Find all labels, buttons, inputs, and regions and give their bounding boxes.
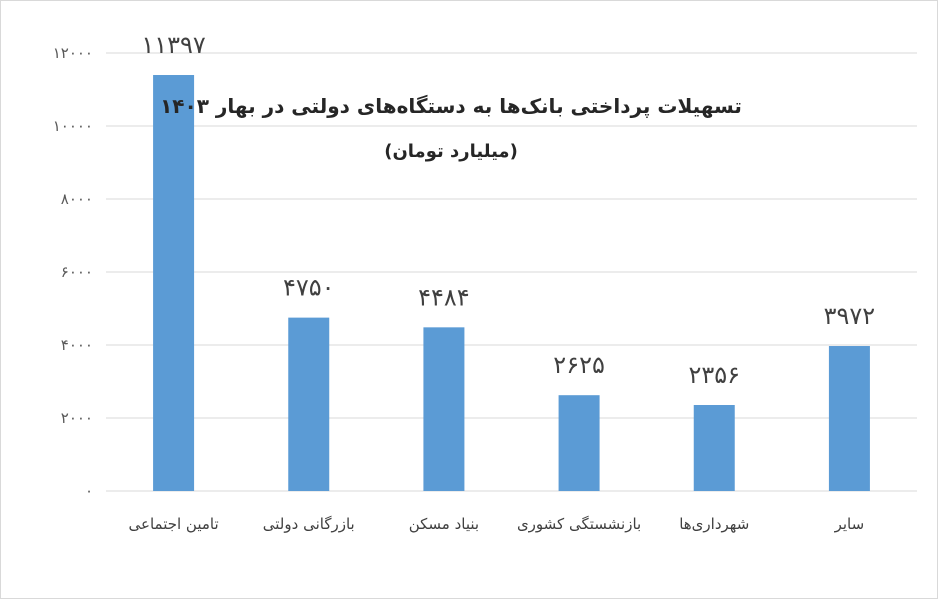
- category-label: بازرگانی دولتی: [263, 515, 355, 533]
- bar: [288, 317, 330, 491]
- category-label: بنیاد مسکن: [409, 515, 479, 533]
- bar-value-label: ۲۳۵۶: [688, 361, 740, 389]
- y-tick-label: ۱۲۰۰۰: [53, 44, 93, 62]
- chart-title: تسهیلات پرداختی بانک‌ها به دستگاه‌های دو…: [160, 94, 742, 119]
- y-tick-label: ۴۰۰۰: [61, 336, 93, 354]
- bar-value-label: ۳۹۷۲: [824, 302, 876, 330]
- category-label: شهرداری‌ها: [679, 515, 749, 533]
- bar: [558, 395, 600, 491]
- data-labels: ۱۱۳۹۷ ۴۷۵۰ ۴۴۸۴ ۲۶۲۵ ۲۳۵۶ ۳۹۷۲: [141, 31, 876, 389]
- y-tick-label: ۶۰۰۰: [61, 263, 93, 281]
- y-tick-label: ۸۰۰۰: [61, 190, 93, 208]
- bar: [423, 327, 465, 491]
- y-tick-label: ۰: [85, 482, 93, 500]
- bars: [153, 75, 870, 492]
- bar: [153, 75, 195, 492]
- category-label: بازنشستگی کشوری: [517, 515, 641, 533]
- bar-value-label: ۴۷۵۰: [283, 274, 335, 302]
- bar-value-label: ۲۶۲۵: [553, 351, 605, 379]
- category-label: سایر: [834, 515, 865, 533]
- chart-subtitle: (میلیارد تومان): [384, 141, 518, 162]
- x-axis-categories: تامین اجتماعی بازرگانی دولتی بنیاد مسکن باز…: [129, 515, 865, 533]
- y-axis-ticks: ۰ ۲۰۰۰ ۴۰۰۰ ۶۰۰۰ ۸۰۰۰ ۱۰۰۰۰ ۱۲۰۰۰: [53, 44, 93, 500]
- bar-value-label: ۴۴۸۴: [418, 283, 470, 311]
- y-tick-label: ۲۰۰۰: [61, 409, 93, 427]
- category-label: تامین اجتماعی: [129, 515, 219, 533]
- bar-value-label: ۱۱۳۹۷: [141, 31, 206, 59]
- bar: [828, 346, 870, 491]
- y-tick-label: ۱۰۰۰۰: [53, 117, 93, 135]
- gridlines: [106, 52, 917, 492]
- bar: [693, 405, 735, 491]
